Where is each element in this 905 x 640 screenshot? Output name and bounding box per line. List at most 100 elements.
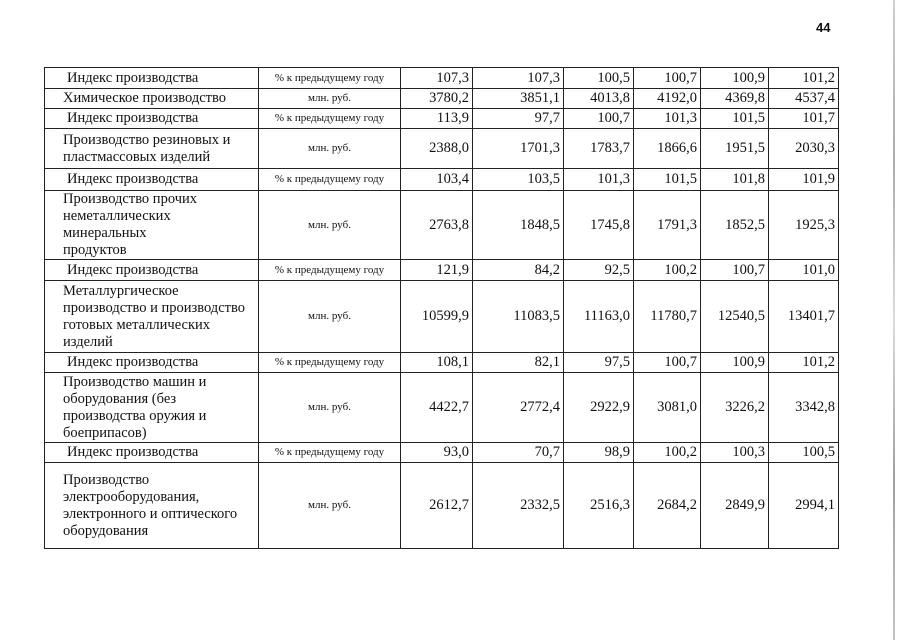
value-cell: 100,5 bbox=[768, 442, 839, 463]
row-name: Индекс производства bbox=[44, 108, 259, 129]
value-cell: 2684,2 bbox=[633, 462, 701, 549]
value-cell: 2922,9 bbox=[563, 372, 634, 443]
row-name: Производство резиновых и пластмассовых и… bbox=[44, 128, 259, 169]
row-unit: млн. руб. bbox=[258, 280, 401, 353]
value-cell: 103,5 bbox=[472, 168, 564, 191]
row-name: Индекс производства bbox=[44, 442, 259, 463]
value-cell: 101,3 bbox=[563, 168, 634, 191]
value-cell: 2994,1 bbox=[768, 462, 839, 549]
value-cell: 3081,0 bbox=[633, 372, 701, 443]
table-row: Производство машин и оборудования (без п… bbox=[44, 372, 839, 443]
value-cell: 2030,3 bbox=[768, 128, 839, 169]
value-cell: 107,3 bbox=[472, 67, 564, 89]
value-cell: 1951,5 bbox=[700, 128, 769, 169]
value-cell: 3342,8 bbox=[768, 372, 839, 443]
value-cell: 4369,8 bbox=[700, 88, 769, 109]
value-cell: 100,7 bbox=[563, 108, 634, 129]
value-cell: 2763,8 bbox=[400, 190, 473, 260]
value-cell: 101,5 bbox=[700, 108, 769, 129]
table-row: Индекс производства% к предыдущему году 1… bbox=[44, 67, 839, 89]
value-cell: 101,7 bbox=[768, 108, 839, 129]
value-cell: 11083,5 bbox=[472, 280, 564, 353]
value-cell: 100,7 bbox=[700, 259, 769, 281]
table-row: Индекс производства% к предыдущему году 1… bbox=[44, 259, 839, 281]
value-cell: 2772,4 bbox=[472, 372, 564, 443]
row-unit: % к предыдущему году bbox=[258, 67, 401, 89]
value-cell: 11163,0 bbox=[563, 280, 634, 353]
value-cell: 101,9 bbox=[768, 168, 839, 191]
value-cell: 13401,7 bbox=[768, 280, 839, 353]
table-row: Индекс производства% к предыдущему году 1… bbox=[44, 168, 839, 191]
page-number: 44 bbox=[816, 20, 831, 35]
value-cell: 2516,3 bbox=[563, 462, 634, 549]
value-cell: 84,2 bbox=[472, 259, 564, 281]
value-cell: 2388,0 bbox=[400, 128, 473, 169]
value-cell: 3851,1 bbox=[472, 88, 564, 109]
value-cell: 11780,7 bbox=[633, 280, 701, 353]
row-unit: млн. руб. bbox=[258, 462, 401, 549]
value-cell: 1866,6 bbox=[633, 128, 701, 169]
value-cell: 121,9 bbox=[400, 259, 473, 281]
row-unit: % к предыдущему году bbox=[258, 168, 401, 191]
row-name: Индекс производства bbox=[44, 352, 259, 373]
value-cell: 4537,4 bbox=[768, 88, 839, 109]
value-cell: 101,0 bbox=[768, 259, 839, 281]
value-cell: 101,3 bbox=[633, 108, 701, 129]
row-name: Металлургическое производство и производ… bbox=[44, 280, 259, 353]
row-name: Производство электрооборудования, электр… bbox=[44, 462, 259, 549]
value-cell: 1852,5 bbox=[700, 190, 769, 260]
value-cell: 1745,8 bbox=[563, 190, 634, 260]
value-cell: 70,7 bbox=[472, 442, 564, 463]
row-unit: % к предыдущему году bbox=[258, 108, 401, 129]
value-cell: 100,3 bbox=[700, 442, 769, 463]
value-cell: 100,7 bbox=[633, 67, 701, 89]
row-name: Индекс производства bbox=[44, 168, 259, 191]
value-cell: 2849,9 bbox=[700, 462, 769, 549]
table-row: Металлургическое производство и производ… bbox=[44, 280, 839, 353]
table-row: Индекс производства% к предыдущему году 1… bbox=[44, 352, 839, 373]
value-cell: 1783,7 bbox=[563, 128, 634, 169]
value-cell: 100,7 bbox=[633, 352, 701, 373]
row-unit: млн. руб. bbox=[258, 88, 401, 109]
table-row: Индекс производства% к предыдущему году 1… bbox=[44, 108, 839, 129]
row-unit: % к предыдущему году bbox=[258, 352, 401, 373]
value-cell: 101,8 bbox=[700, 168, 769, 191]
table-row: Производство электрооборудования, электр… bbox=[44, 462, 839, 549]
table-row: Производство прочих неметаллических мине… bbox=[44, 190, 839, 260]
value-cell: 100,2 bbox=[633, 259, 701, 281]
row-unit: % к предыдущему году bbox=[258, 442, 401, 463]
value-cell: 82,1 bbox=[472, 352, 564, 373]
row-name: Химическое производство bbox=[44, 88, 259, 109]
row-name: Индекс производства bbox=[44, 67, 259, 89]
value-cell: 100,5 bbox=[563, 67, 634, 89]
value-cell: 100,9 bbox=[700, 352, 769, 373]
value-cell: 1848,5 bbox=[472, 190, 564, 260]
value-cell: 100,2 bbox=[633, 442, 701, 463]
table-row: Производство резиновых и пластмассовых и… bbox=[44, 128, 839, 169]
row-unit: % к предыдущему году bbox=[258, 259, 401, 281]
value-cell: 101,2 bbox=[768, 352, 839, 373]
value-cell: 2332,5 bbox=[472, 462, 564, 549]
value-cell: 1701,3 bbox=[472, 128, 564, 169]
row-name: Производство машин и оборудования (без п… bbox=[44, 372, 259, 443]
value-cell: 10599,9 bbox=[400, 280, 473, 353]
value-cell: 100,9 bbox=[700, 67, 769, 89]
value-cell: 2612,7 bbox=[400, 462, 473, 549]
scan-edge bbox=[893, 0, 895, 640]
value-cell: 4192,0 bbox=[633, 88, 701, 109]
value-cell: 97,7 bbox=[472, 108, 564, 129]
value-cell: 1791,3 bbox=[633, 190, 701, 260]
value-cell: 101,2 bbox=[768, 67, 839, 89]
value-cell: 97,5 bbox=[563, 352, 634, 373]
row-unit: млн. руб. bbox=[258, 190, 401, 260]
value-cell: 1925,3 bbox=[768, 190, 839, 260]
row-unit: млн. руб. bbox=[258, 128, 401, 169]
value-cell: 4013,8 bbox=[563, 88, 634, 109]
row-name: Индекс производства bbox=[44, 259, 259, 281]
row-unit: млн. руб. bbox=[258, 372, 401, 443]
value-cell: 4422,7 bbox=[400, 372, 473, 443]
value-cell: 3226,2 bbox=[700, 372, 769, 443]
value-cell: 93,0 bbox=[400, 442, 473, 463]
table-row: Индекс производства% к предыдущему году 9… bbox=[44, 442, 839, 463]
value-cell: 113,9 bbox=[400, 108, 473, 129]
